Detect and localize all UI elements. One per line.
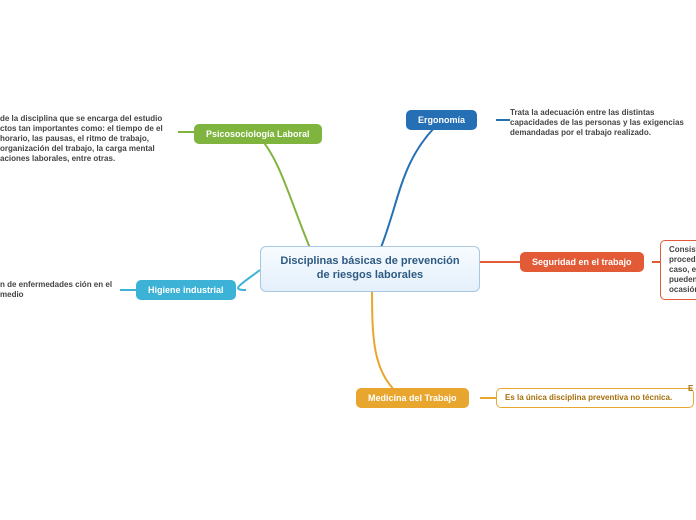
desc-higiene: n de enfermedades ción en el medio — [0, 280, 120, 300]
branch-medicina[interactable]: Medicina del Trabajo — [356, 388, 469, 408]
desc-psicosociologia: de la disciplina que se encarga del estu… — [0, 114, 178, 164]
branch-ergonomia[interactable]: Ergonomía — [406, 110, 477, 130]
desc-medicina: Es la única disciplina preventiva no téc… — [496, 388, 694, 408]
desc-medicina-2: E de au — [688, 384, 696, 394]
branch-psicosociologia[interactable]: Psicosociología Laboral — [194, 124, 322, 144]
branch-higiene[interactable]: Higiene industrial — [136, 280, 236, 300]
center-node[interactable]: Disciplinas básicas de prevención de rie… — [260, 246, 480, 292]
desc-ergonomia: Trata la adecuación entre las distintas … — [510, 108, 696, 138]
desc-seguridad: Consiste en un c procedimientos su caso,… — [660, 240, 696, 300]
branch-seguridad[interactable]: Seguridad en el trabajo — [520, 252, 644, 272]
